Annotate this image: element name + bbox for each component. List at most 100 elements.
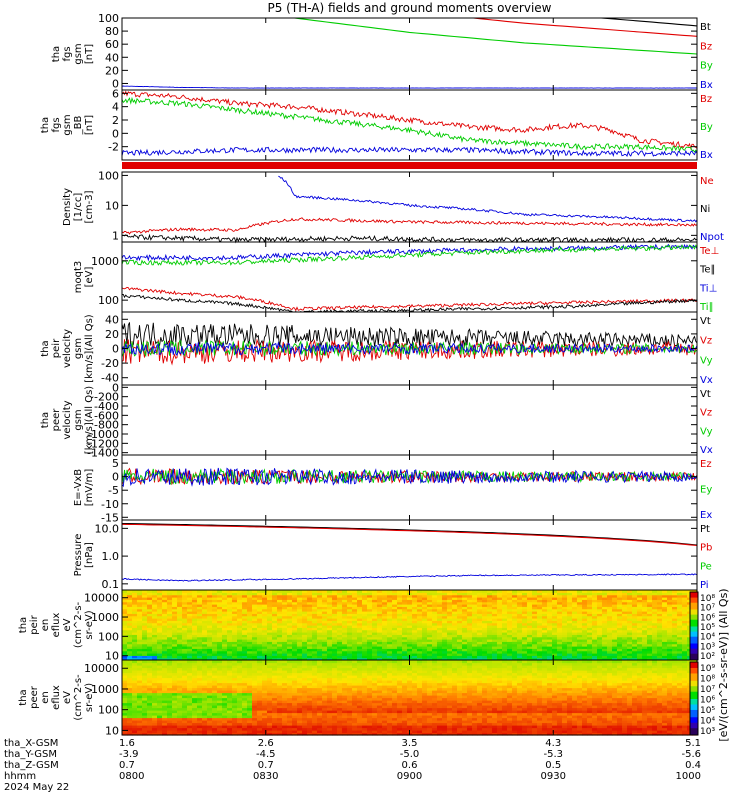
spectrogram-cell	[387, 650, 393, 654]
spectrogram-cell	[122, 707, 128, 711]
spectrogram-cell	[667, 613, 673, 617]
spectrogram-cell	[167, 687, 173, 691]
spectrogram-cell	[632, 627, 638, 631]
spectrogram-cell	[592, 620, 598, 624]
spectrogram-cell	[237, 646, 243, 649]
spectrogram-cell	[382, 620, 388, 624]
spectrogram-cell	[442, 613, 448, 617]
spectrogram-cell	[292, 687, 298, 691]
spectrogram-cell	[592, 604, 598, 607]
spectrogram-cell	[237, 592, 243, 596]
spectrogram-cell	[547, 657, 553, 661]
spectrogram-cell	[232, 690, 238, 694]
spectrogram-cell	[157, 690, 163, 694]
spectrogram-cell	[157, 646, 163, 649]
spectrogram-cell	[392, 653, 398, 656]
spectrogram-cell	[337, 632, 343, 635]
spectrogram-cell	[197, 677, 203, 681]
spectrogram-cell	[337, 611, 343, 614]
spectrogram-cell	[417, 620, 423, 624]
spectrogram-cell	[372, 625, 378, 628]
spectrogram-cell	[437, 618, 443, 621]
spectrogram-cell	[472, 650, 478, 654]
spectrogram-cell	[122, 660, 128, 664]
spectrogram-cell	[297, 606, 303, 610]
spectrogram-cell	[417, 597, 423, 600]
spectrogram-cell	[152, 707, 158, 711]
spectrogram-cell	[567, 606, 573, 610]
spectrogram-cell	[662, 632, 668, 635]
spectrogram-cell	[122, 599, 128, 603]
spectrogram-cell	[292, 594, 298, 598]
spectrogram-cell	[432, 613, 438, 617]
spectrogram-cell	[557, 653, 563, 656]
spectrogram-cell	[237, 712, 243, 716]
spectrogram-cell	[387, 599, 393, 603]
spectrogram-cell	[402, 648, 408, 652]
spectrogram-cell	[612, 592, 618, 596]
spectrogram-cell	[252, 685, 258, 689]
spectrogram-cell	[157, 594, 163, 598]
spectrogram-cell	[272, 604, 278, 607]
spectrogram-cell	[202, 653, 208, 656]
spectrogram-cell	[252, 702, 258, 706]
spectrogram-cell	[272, 720, 278, 724]
spectrogram-cell	[137, 636, 143, 640]
spectrogram-cell	[257, 667, 263, 671]
spectrogram-cell	[187, 710, 193, 714]
spectrogram-cell	[282, 604, 288, 607]
spectrogram-cell	[237, 622, 243, 626]
spectrogram-cell	[127, 725, 133, 729]
spectrogram-cell	[127, 727, 133, 731]
spectrogram-cell	[592, 622, 598, 626]
spectrogram-cell	[587, 641, 593, 645]
spectrogram-cell	[462, 625, 468, 628]
spectrogram-cell	[207, 648, 213, 652]
spectrogram-cell	[187, 670, 193, 674]
spectrogram-cell	[212, 657, 218, 661]
spectrogram-cell	[187, 615, 193, 619]
spectrogram-cell	[332, 599, 338, 603]
spectrogram-cell	[197, 641, 203, 645]
spectrogram-cell	[122, 641, 128, 645]
spectrogram-cell	[562, 632, 568, 635]
series-line-By	[122, 17, 698, 55]
spectrogram-cell	[597, 622, 603, 626]
spectrogram-cell	[282, 599, 288, 603]
spectrogram-cell	[227, 692, 233, 696]
spectrogram-cell	[407, 625, 413, 628]
spectrogram-cell	[247, 604, 253, 607]
spectrogram-cell	[277, 690, 283, 694]
spectrogram-cell	[317, 641, 323, 645]
spectrogram-cell	[172, 715, 178, 719]
spectrogram-cell	[342, 639, 348, 642]
spectrogram-cell	[352, 627, 358, 631]
spectrogram-cell	[382, 618, 388, 621]
spectrogram-cell	[657, 608, 663, 612]
spectrogram-cell	[147, 625, 153, 628]
spectrogram-cell	[232, 632, 238, 635]
spectrogram-cell	[632, 597, 638, 600]
spectrogram-cell	[237, 590, 243, 593]
spectrogram-cell	[162, 715, 168, 719]
spectrogram-cell	[372, 620, 378, 624]
spectrogram-cell	[477, 655, 483, 659]
spectrogram-cell	[547, 613, 553, 617]
spectrogram-cell	[272, 665, 278, 669]
spectrogram-cell	[157, 662, 163, 666]
spectrogram-cell	[372, 615, 378, 619]
spectrogram-cell	[162, 650, 168, 654]
spectrogram-cell	[257, 641, 263, 645]
spectrogram-cell	[417, 636, 423, 640]
spectrogram-cell	[492, 653, 498, 656]
y-tick-label: -40	[101, 372, 119, 385]
spectrogram-cell	[607, 636, 613, 640]
spectrogram-cell	[492, 606, 498, 610]
spectrogram-cell	[137, 590, 143, 593]
spectrogram-cell	[287, 629, 293, 633]
spectrogram-cell	[592, 597, 598, 600]
spectrogram-cell	[377, 606, 383, 610]
spectrogram-cell	[397, 629, 403, 633]
spectrogram-cell	[617, 608, 623, 612]
spectrogram-cell	[147, 606, 153, 610]
